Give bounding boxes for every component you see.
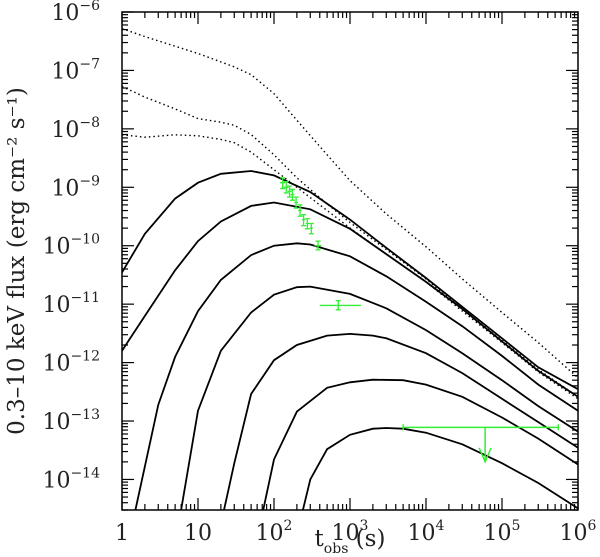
observed-data-points	[280, 177, 560, 464]
x-tick-label: 104	[408, 518, 445, 546]
x-axis-title-units: (s)	[348, 526, 385, 552]
y-tick-label: 10−7	[51, 56, 100, 84]
solid-curve-4	[180, 285, 579, 511]
y-tick-label: 10−10	[42, 232, 100, 260]
data-point-10	[314, 240, 322, 251]
data-point-1	[280, 177, 286, 190]
data-point-7	[301, 214, 307, 227]
y-tick-label: 10−9	[51, 173, 100, 201]
x-tick-label: 105	[484, 518, 521, 546]
dotted-model-curves	[121, 27, 579, 400]
solid-curve-1	[121, 170, 579, 390]
y-tick-labels: 10−14 10−13 10−12 10−11 10−10 10−9 10−8 10−7 10−…	[42, 0, 100, 493]
solid-curve-5	[223, 332, 579, 511]
y-tick-label: 10−6	[51, 0, 100, 26]
x-axis-title: tobs (s)	[315, 526, 386, 557]
y-tick-label: 10−11	[42, 290, 100, 318]
data-point-11	[319, 299, 362, 311]
upper-limit-point	[402, 424, 560, 464]
x-tick-label: 102	[256, 518, 293, 546]
x-tick-label: 10	[184, 521, 212, 546]
data-point-4	[289, 188, 295, 201]
x-tick-label: 106	[560, 518, 597, 546]
data-point-8	[304, 218, 310, 230]
dotted-curve-2	[121, 85, 579, 398]
solid-model-curves	[121, 170, 579, 511]
solid-curve-6	[262, 378, 579, 511]
x-axis-title-main: t	[315, 526, 325, 552]
data-point-3	[287, 185, 293, 198]
data-point-5	[293, 196, 299, 209]
x-tick-labels: 1 10 102 103 104 105 106	[115, 518, 597, 546]
axis-ticks	[121, 11, 579, 511]
x-axis-title-subscript: obs	[324, 541, 349, 557]
x-tick-label: 1	[115, 521, 129, 546]
y-tick-label: 10−12	[42, 349, 100, 377]
y-tick-label: 10−13	[42, 407, 100, 435]
x-tick-label: 103	[332, 518, 369, 546]
solid-curve-2	[121, 201, 579, 398]
data-point-9	[308, 222, 314, 235]
y-axis-title: 0.3–10 keV flux (erg cm⁻² s⁻¹)	[4, 87, 30, 435]
solid-curve-7	[302, 427, 579, 511]
data-point-6	[297, 204, 303, 217]
data-point-2	[283, 180, 289, 194]
dotted-curve-3	[121, 134, 579, 400]
y-tick-label: 10−8	[51, 115, 100, 143]
y-tick-label: 10−14	[42, 465, 100, 493]
solid-curve-3	[134, 242, 579, 511]
